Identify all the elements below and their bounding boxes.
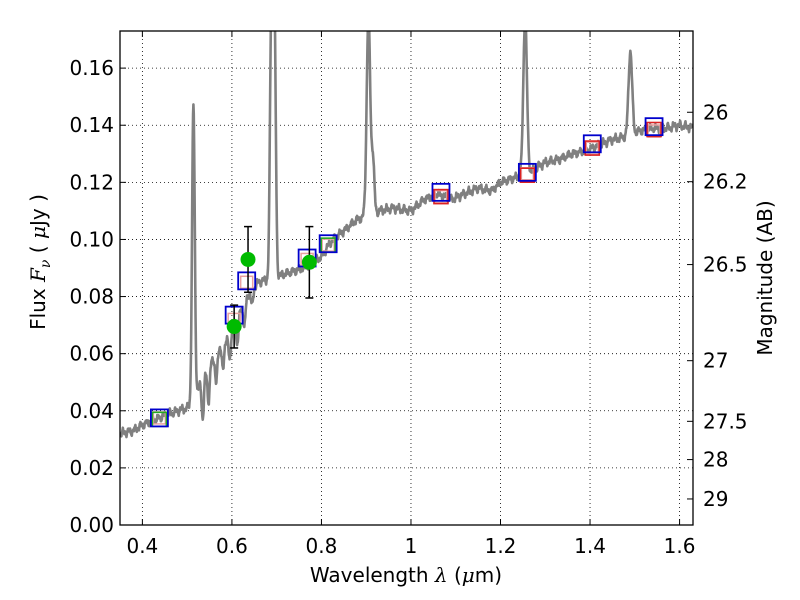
- grid-lines: [120, 31, 693, 525]
- blue-square: [149, 408, 169, 428]
- photometry-markers: [149, 117, 664, 428]
- y2-tick-label: 29: [703, 487, 728, 511]
- observed-point: [240, 251, 256, 267]
- x-tick-label: 1.6: [664, 534, 696, 558]
- red-square: [433, 188, 449, 205]
- x-tick-label: 0.6: [216, 534, 248, 558]
- blue-square: [431, 182, 451, 202]
- model-point: [434, 189, 448, 204]
- spectrum-line: [120, 31, 693, 439]
- plot-area: [120, 31, 693, 439]
- y-axis-title: Flux Fν ( μJy ): [26, 194, 54, 330]
- y-tick-label: 0.08: [69, 285, 114, 309]
- y-tick-label: 0.10: [69, 227, 114, 251]
- y-tick-label: 0.14: [69, 113, 114, 137]
- blue-square: [318, 234, 338, 254]
- y2-tick-label: 27.5: [703, 409, 748, 433]
- blue-square: [582, 134, 602, 154]
- y2-tick-label: 26.2: [703, 170, 748, 194]
- red-square: [584, 140, 601, 156]
- y-tick-label: 0.06: [69, 342, 114, 366]
- axis-ticks: 0.4 0.6 0.8 1 1.2 1.4 1.6 0.00 0.02 0.04 0.06 0.08 0…: [69, 31, 748, 558]
- y-tick-label: 0.00: [69, 513, 114, 537]
- plot-frame: [119, 30, 694, 526]
- y2-axis-title: Magnitude (AB): [753, 200, 777, 355]
- x-axis-title: Wavelength λ (μm): [310, 563, 502, 587]
- observed-point: [301, 254, 317, 270]
- y2-tick-label: 28: [703, 448, 728, 472]
- blue-square: [237, 271, 257, 291]
- y-tick-label: 0.02: [69, 456, 114, 480]
- blue-square: [517, 162, 537, 182]
- red-square: [519, 167, 536, 184]
- y-tick-label: 0.16: [69, 56, 114, 80]
- x-tick-label: 0.8: [306, 534, 338, 558]
- x-tick-label: 1: [405, 534, 418, 558]
- model-point: [585, 141, 600, 155]
- y2-tick-label: 26.5: [703, 253, 748, 277]
- model-point: [239, 275, 254, 290]
- y-tick-label: 0.12: [69, 170, 114, 194]
- x-tick-label: 1.4: [574, 534, 606, 558]
- red-square: [646, 121, 662, 138]
- blue-square: [644, 117, 664, 137]
- y-tick-label: 0.04: [69, 399, 114, 423]
- observed-point: [226, 319, 242, 335]
- x-tick-label: 1.2: [485, 534, 517, 558]
- y2-tick-label: 26: [703, 100, 728, 124]
- y2-tick-label: 27: [703, 349, 728, 373]
- x-tick-label: 0.4: [126, 534, 158, 558]
- model-point: [321, 238, 335, 252]
